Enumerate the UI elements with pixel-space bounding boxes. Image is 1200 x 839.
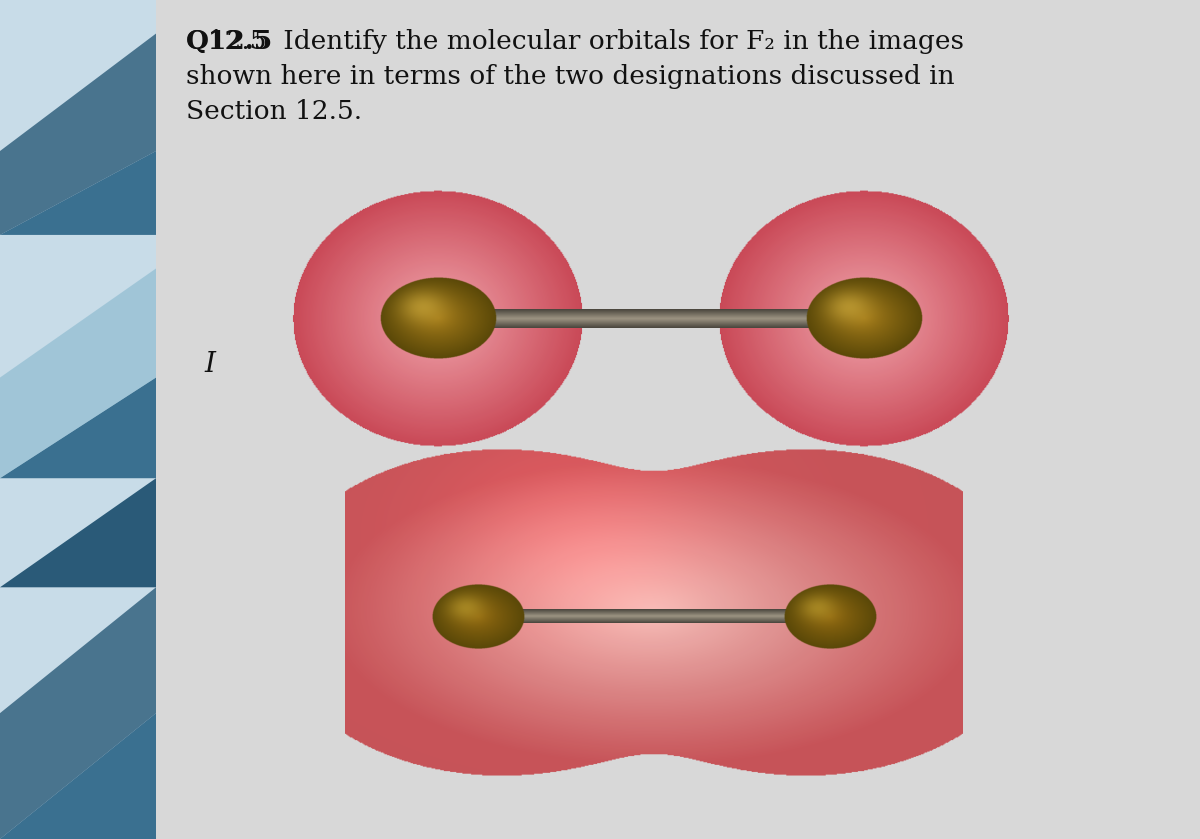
- Polygon shape: [0, 713, 156, 839]
- Polygon shape: [0, 378, 156, 478]
- Polygon shape: [0, 587, 156, 839]
- Text: Q12.5  Identify the molecular orbitals for F₂ in the images
shown here in terms : Q12.5 Identify the molecular orbitals fo…: [186, 29, 964, 124]
- Polygon shape: [0, 478, 156, 587]
- Polygon shape: [0, 34, 156, 235]
- Polygon shape: [0, 151, 156, 235]
- Text: I: I: [204, 352, 216, 378]
- Text: Q12.5: Q12.5: [186, 29, 274, 55]
- Polygon shape: [0, 268, 156, 478]
- Polygon shape: [156, 0, 1200, 839]
- Polygon shape: [0, 0, 156, 839]
